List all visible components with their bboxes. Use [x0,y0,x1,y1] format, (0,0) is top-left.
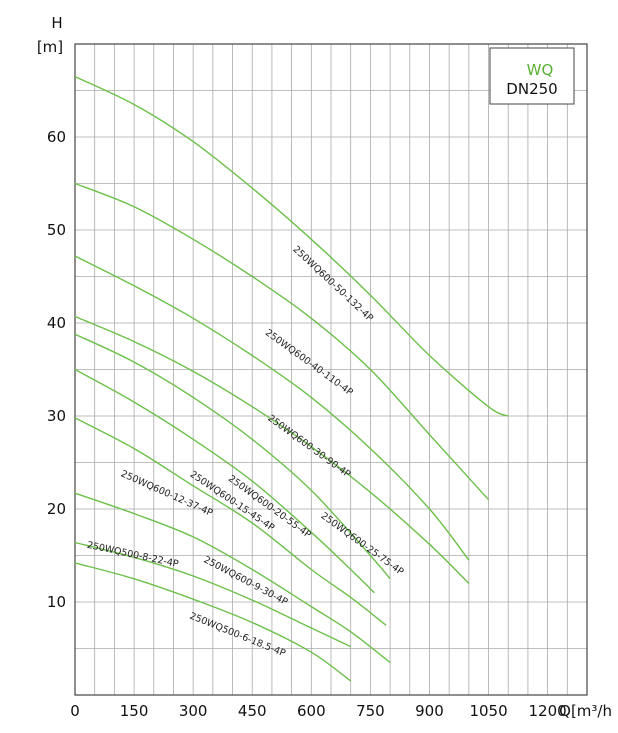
y-axis-unit: [m] [37,38,63,56]
curve-1 [74,75,509,417]
y-tick-label: 60 [47,128,66,146]
x-tick-label: 150 [120,702,149,720]
x-tick-label: 1200 [529,702,567,720]
curve-6 [74,368,375,594]
x-tick-label: 450 [238,702,267,720]
legend-series-name: WQ [527,61,554,79]
y-tick-label: 40 [47,314,66,332]
y-axis-name: H [51,14,62,32]
curve-label-3: 250WQ600-30-90-4P [265,413,352,480]
curve-10 [74,562,352,682]
curve-9 [74,541,351,648]
curve-2 [74,182,490,501]
x-tick-label: 750 [356,702,385,720]
curve-7 [74,417,387,626]
curve-label-8: 250WQ600-9-30-4P [202,554,290,608]
x-tick-label: 0 [70,702,80,720]
y-axis-ticks: 10 20 30 40 50 60 [47,128,66,611]
y-tick-label: 20 [47,500,66,518]
curve-8 [74,492,391,664]
y-tick-label: 50 [47,221,66,239]
curve-label-4: 250WQ600-25-75-4P [319,511,406,578]
y-tick-label: 10 [47,593,66,611]
y-tick-label: 30 [47,407,66,425]
curve-label-9: 250WQ500-8-22-4P [86,540,180,570]
curve-3 [74,255,470,561]
grid-lines [75,44,587,695]
legend-diameter: DN250 [506,80,557,98]
x-tick-label: 900 [415,702,444,720]
performance-curves [74,75,509,682]
x-tick-label: 1050 [469,702,507,720]
x-tick-label: 300 [179,702,208,720]
curve-4 [74,315,470,584]
curve-5 [74,333,391,580]
x-tick-label: 600 [297,702,326,720]
x-axis-ticks: 0 150 300 450 600 750 900 1050 1200 [70,702,566,720]
curve-label-2: 250WQ600-40-110-4P [263,327,355,398]
x-axis-unit: Q[m³/h [559,702,612,720]
legend-box: WQ DN250 [489,47,575,105]
